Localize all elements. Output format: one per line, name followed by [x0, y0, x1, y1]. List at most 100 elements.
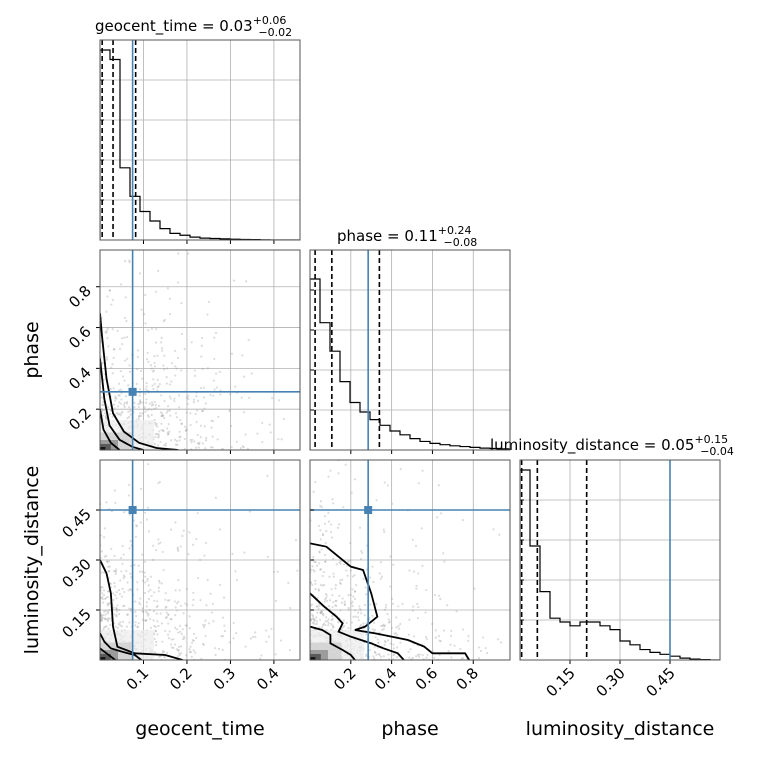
scatter-point — [134, 600, 137, 603]
hist-luminosity_distance — [520, 469, 720, 660]
scatter-point — [390, 626, 393, 629]
scatter-point — [115, 590, 118, 594]
scatter-point — [125, 319, 128, 323]
scatter-point — [137, 564, 140, 567]
scatter-point — [189, 645, 192, 648]
scatter-point — [137, 622, 140, 625]
scatter-point — [104, 330, 107, 334]
scatter-point — [166, 431, 169, 434]
scatter-point — [168, 599, 171, 602]
scatter-point — [498, 533, 501, 536]
scatter-point — [306, 589, 308, 591]
scatter-point — [214, 496, 217, 499]
scatter-point — [160, 429, 163, 432]
tick-label-y-phase-0: 0.2 — [65, 404, 95, 434]
scatter-point — [158, 581, 161, 584]
scatter-point — [372, 621, 376, 624]
scatter-point — [166, 287, 169, 290]
scatter-point — [141, 579, 145, 582]
scatter-point — [133, 563, 136, 567]
scatter-point — [154, 424, 157, 427]
scatter-point — [153, 407, 156, 410]
scatter-point — [160, 349, 164, 352]
scatter-point — [167, 422, 170, 426]
scatter-point — [169, 414, 172, 417]
panel-2-1: 0.2 0.4 0.6 0.8 — [309, 427, 511, 694]
scatter-point — [377, 652, 380, 655]
scatter-point — [221, 635, 225, 638]
scatter-point — [106, 595, 109, 599]
scatter-point — [318, 604, 321, 607]
scatter-point — [330, 588, 333, 591]
scatter-point — [310, 306, 312, 308]
tick-label-y-phase-2: 0.6 — [65, 323, 95, 353]
scatter-point — [178, 652, 181, 655]
scatter-point — [104, 415, 107, 418]
scatter-point — [150, 408, 153, 411]
scatter-point — [156, 600, 159, 603]
scatter-point — [446, 604, 449, 607]
scatter-point — [126, 613, 129, 616]
scatter-point — [115, 397, 118, 400]
scatter-point — [355, 584, 358, 587]
scatter-point — [371, 614, 374, 617]
scatter-point — [112, 598, 115, 602]
scatter-point — [349, 541, 352, 545]
scatter-point — [176, 609, 179, 612]
scatter-point — [328, 427, 330, 429]
scatter-point — [106, 604, 109, 607]
scatter-point — [174, 412, 178, 415]
scatter-point — [337, 523, 341, 526]
scatter-point — [135, 382, 138, 386]
scatter-point — [431, 622, 434, 626]
scatter-point — [203, 624, 207, 627]
scatter-point — [100, 615, 103, 618]
scatter-point — [378, 653, 381, 656]
scatter-point — [100, 396, 104, 399]
scatter-point — [143, 560, 147, 563]
scatter-point — [102, 400, 105, 404]
title-phase-plus: +0.24 — [438, 224, 472, 237]
scatter-point — [178, 430, 181, 433]
scatter-point — [105, 393, 108, 396]
scatter-point — [139, 521, 142, 524]
scatter-point — [103, 527, 106, 530]
scatter-point — [316, 434, 318, 436]
scatter-point — [379, 655, 383, 658]
scatter-point — [372, 580, 375, 584]
scatter-point — [184, 654, 188, 657]
scatter-point — [245, 280, 248, 283]
scatter-point — [122, 574, 125, 577]
scatter-point — [269, 431, 272, 434]
scatter-point — [104, 617, 107, 620]
scatter-point — [219, 393, 222, 396]
scatter-point — [145, 385, 148, 388]
scatter-point — [127, 415, 131, 419]
scatter-point — [125, 402, 129, 405]
scatter-point — [106, 327, 109, 330]
truth-marker-2-0 — [128, 506, 137, 514]
scatter-point — [174, 365, 177, 368]
scatter-point — [334, 583, 338, 587]
scatter-point — [157, 538, 160, 541]
title-geocent-time-minus: −0.02 — [258, 26, 292, 39]
scatter-point — [182, 529, 185, 532]
scatter-point — [331, 605, 334, 609]
panel-0-0 — [99, 39, 301, 244]
scatter-point — [120, 283, 123, 286]
scatter-point — [118, 401, 121, 404]
scatter-point — [105, 329, 109, 332]
scatter-point — [326, 599, 329, 603]
scatter-point — [376, 638, 379, 641]
scatter-point — [326, 620, 329, 623]
scatter-point — [383, 530, 386, 534]
title-luminosity-distance-minus: −0.04 — [700, 445, 734, 458]
scatter-point — [133, 406, 136, 409]
scatter-point — [473, 587, 476, 590]
panel-frame-0-0 — [99, 39, 301, 241]
scatter-point — [113, 489, 116, 492]
scatter-point — [244, 433, 247, 436]
scatter-point — [439, 640, 442, 643]
scatter-point — [190, 655, 193, 658]
scatter-point — [106, 618, 109, 621]
